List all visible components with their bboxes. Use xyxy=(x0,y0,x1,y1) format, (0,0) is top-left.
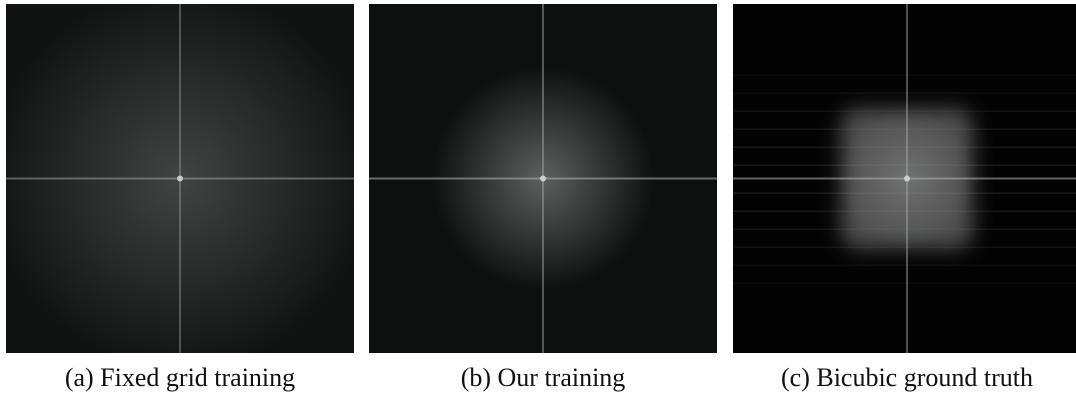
dc-component xyxy=(904,175,910,182)
spectrum-image-fixed-grid xyxy=(6,4,354,353)
spectrum-svg xyxy=(369,4,717,353)
spectrum-svg xyxy=(6,4,354,353)
spectrum-image-bicubic-ground-truth xyxy=(733,4,1076,353)
caption-bicubic-ground-truth: (c) Bicubic ground truth xyxy=(781,363,1033,392)
spectrum-image-our-training xyxy=(369,4,717,353)
caption-fixed-grid: (a) Fixed grid training xyxy=(64,363,296,392)
caption-our-training: (b) Our training xyxy=(460,363,626,392)
spectrum-svg xyxy=(733,4,1076,353)
dc-component xyxy=(540,175,546,182)
dc-component xyxy=(177,175,183,182)
